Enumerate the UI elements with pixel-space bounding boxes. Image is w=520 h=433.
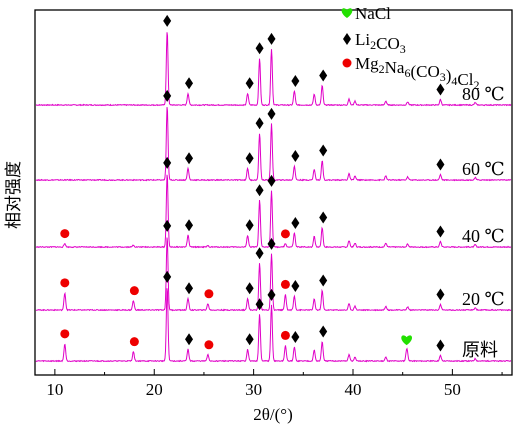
mg2na6-marker <box>60 229 70 239</box>
mg2na6-legend-marker <box>342 58 352 68</box>
li2co3-marker <box>319 69 328 82</box>
li2co3-marker <box>319 325 328 338</box>
curve-label: 原料 <box>462 340 498 360</box>
li2co3-marker <box>436 158 445 171</box>
legend-label: NaCl <box>355 4 391 23</box>
li2co3-marker <box>245 219 254 232</box>
mg2na6-marker <box>129 286 139 296</box>
curve-label: 80 ℃ <box>462 84 505 104</box>
li2co3-marker <box>267 237 276 250</box>
li2co3-marker <box>185 77 194 90</box>
y-axis-title: 相对强度 <box>4 161 23 229</box>
li2co3-marker <box>255 298 264 311</box>
li2co3-marker <box>255 247 264 260</box>
li2co3-legend-marker <box>343 33 351 45</box>
series-curve <box>35 107 512 182</box>
li2co3-marker <box>163 219 172 232</box>
li2co3-marker <box>436 225 445 238</box>
li2co3-marker <box>163 270 172 283</box>
li2co3-marker <box>163 156 172 169</box>
li2co3-marker <box>185 219 194 232</box>
li2co3-marker <box>267 32 276 45</box>
mg2na6-marker <box>129 337 139 347</box>
li2co3-marker <box>267 174 276 187</box>
li2co3-marker <box>267 107 276 120</box>
li2co3-marker <box>436 339 445 352</box>
li2co3-marker <box>245 77 254 90</box>
axes-layer <box>34 9 513 376</box>
li2co3-marker <box>163 14 172 27</box>
mg2na6-marker <box>280 279 290 289</box>
x-ticks: 10 20 30 40 50 <box>46 369 503 399</box>
li2co3-marker <box>245 282 254 295</box>
li2co3-marker <box>291 149 300 162</box>
li2co3-marker <box>291 216 300 229</box>
li2co3-marker <box>291 330 300 343</box>
x-tick-label: 10 <box>46 380 63 399</box>
x-tick-label: 40 <box>345 380 362 399</box>
curve-labels: 80 ℃ 60 ℃ 40 ℃ 20 ℃ 原料 <box>462 84 505 360</box>
curve-label: 60 ℃ <box>462 159 505 179</box>
li2co3-marker <box>185 152 194 165</box>
li2co3-marker <box>255 42 264 55</box>
li2co3-marker <box>267 288 276 301</box>
plot-frame <box>34 9 513 376</box>
mg2na6-marker <box>60 329 70 339</box>
series-curve <box>35 174 512 249</box>
x-axis-title: 2θ/(°) <box>253 405 293 424</box>
x-tick-label: 30 <box>245 380 262 399</box>
li2co3-marker <box>319 274 328 287</box>
li2co3-marker <box>255 117 264 130</box>
series-curve <box>35 237 512 312</box>
li2co3-marker <box>319 211 328 224</box>
li2co3-marker <box>436 83 445 96</box>
li2co3-marker <box>185 333 194 346</box>
x-tick-label: 50 <box>444 380 461 399</box>
mg2na6-marker <box>204 289 214 299</box>
mg2na6-marker <box>60 278 70 288</box>
x-tick-label: 20 <box>146 380 163 399</box>
li2co3-marker <box>319 144 328 157</box>
nacl-marker <box>401 335 413 346</box>
li2co3-marker <box>245 333 254 346</box>
li2co3-marker <box>255 184 264 197</box>
li2co3-marker <box>163 89 172 102</box>
legend-label: Mg2Na6(CO3)4Cl2 <box>355 54 479 92</box>
li2co3-marker <box>185 282 194 295</box>
series-curve <box>35 32 512 107</box>
nacl-legend-marker <box>341 8 353 18</box>
li2co3-marker <box>291 74 300 87</box>
markers-layer <box>60 14 445 352</box>
mg2na6-marker <box>280 229 290 239</box>
li2co3-marker <box>436 288 445 301</box>
mg2na6-marker <box>280 330 290 340</box>
li2co3-marker <box>291 279 300 292</box>
legend-label: Li2CO3 <box>355 30 406 56</box>
mg2na6-marker <box>204 340 214 350</box>
series-curve <box>35 288 512 363</box>
li2co3-marker <box>245 152 254 165</box>
curve-label: 20 ℃ <box>462 289 505 309</box>
curve-label: 40 ℃ <box>462 226 505 246</box>
